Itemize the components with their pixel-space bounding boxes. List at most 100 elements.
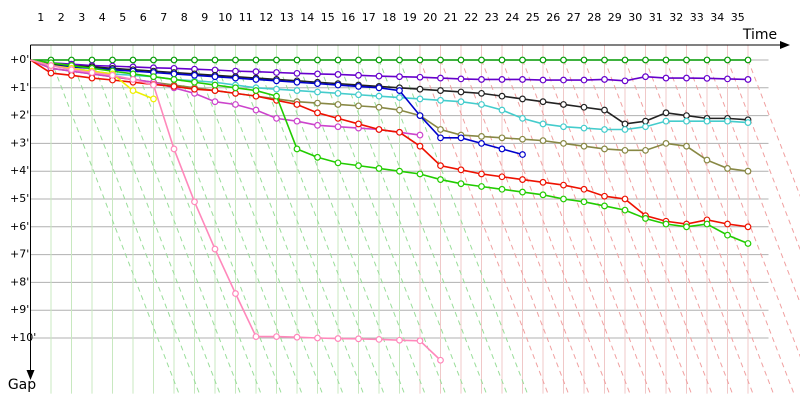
data-point: [703, 74, 711, 82]
data-point: [539, 76, 547, 84]
x-tick-label: 20: [423, 11, 437, 24]
series-line: [30, 59, 749, 82]
data-point: [293, 145, 301, 153]
data-point: [642, 56, 649, 64]
data-point: [580, 56, 588, 64]
data-point: [601, 202, 608, 210]
x-tick-label: 34: [710, 11, 724, 24]
data-point: [396, 87, 403, 94]
data-point: [683, 142, 690, 150]
data-point: [498, 56, 506, 64]
data-point: [293, 333, 301, 341]
x-tick-label: 10: [218, 11, 232, 24]
data-point: [170, 70, 178, 78]
data-point: [601, 56, 608, 64]
data-point: [457, 75, 465, 83]
y-tick-label: +2': [10, 109, 29, 122]
data-point: [375, 103, 383, 111]
data-point: [416, 170, 424, 178]
data-point: [252, 106, 260, 114]
data-point: [150, 73, 157, 81]
lap-line: [317, 59, 446, 394]
lap-line: [583, 59, 713, 394]
x-tick-label: 9: [201, 11, 208, 24]
data-point: [601, 192, 608, 200]
data-point: [47, 69, 55, 77]
x-tick-label: 1: [37, 11, 44, 24]
data-point: [129, 70, 137, 78]
y-axis-title: Gap: [8, 377, 36, 393]
data-point: [478, 183, 485, 190]
x-tick-label: 35: [731, 11, 745, 24]
data-point: [396, 73, 403, 81]
lap-line: [153, 59, 282, 394]
data-point: [211, 73, 219, 81]
data-point: [334, 114, 342, 122]
lap-line: [91, 59, 221, 394]
data-point: [703, 117, 711, 125]
data-point: [744, 56, 752, 64]
data-point: [109, 71, 116, 79]
lap-line: [645, 59, 774, 394]
data-point: [560, 123, 567, 131]
data-point: [519, 188, 526, 196]
data-point: [252, 56, 260, 64]
data-point: [560, 76, 567, 84]
data-point: [744, 223, 752, 231]
data-point: [314, 80, 321, 88]
data-point: [273, 85, 280, 93]
lap-line: [399, 59, 528, 394]
data-point: [437, 56, 444, 64]
data-point: [437, 162, 444, 170]
data-point: [580, 76, 588, 84]
lap-line: [378, 59, 508, 394]
data-point: [498, 134, 506, 142]
data-point: [580, 198, 588, 206]
data-point: [273, 92, 280, 100]
data-point: [232, 84, 239, 92]
data-point: [437, 87, 444, 94]
data-point: [334, 89, 342, 97]
data-point: [191, 198, 198, 206]
data-point: [560, 56, 567, 64]
data-point: [150, 56, 157, 64]
data-point: [334, 123, 342, 131]
data-point: [457, 180, 465, 188]
data-point: [416, 131, 424, 139]
data-point: [293, 101, 301, 108]
lap-line: [542, 59, 672, 394]
data-point: [109, 56, 116, 64]
data-point: [375, 56, 383, 64]
data-point: [150, 95, 157, 103]
data-point: [437, 126, 444, 133]
data-point: [519, 135, 526, 143]
x-tick-label: 16: [341, 11, 355, 24]
data-point: [293, 69, 301, 77]
data-point: [252, 68, 260, 76]
data-point: [375, 84, 383, 92]
data-point: [560, 139, 567, 147]
data-point: [724, 75, 731, 83]
x-tick-label: 24: [505, 11, 519, 24]
data-point: [478, 139, 485, 147]
x-tick-label: 32: [669, 11, 683, 24]
data-point: [683, 223, 690, 231]
lap-line: [255, 59, 385, 394]
data-point: [232, 101, 239, 108]
lap-line: [50, 59, 180, 394]
data-point: [478, 133, 485, 140]
data-point: [539, 178, 547, 186]
data-point: [293, 56, 301, 64]
x-tick-label: 13: [280, 11, 294, 24]
data-point: [211, 87, 219, 94]
data-point: [88, 74, 96, 82]
data-point: [293, 78, 301, 86]
data-point: [560, 181, 567, 189]
y-tick-label: +0': [10, 53, 29, 66]
data-point: [621, 195, 629, 203]
data-point: [580, 142, 588, 150]
data-point: [683, 117, 690, 125]
data-point: [355, 335, 362, 343]
data-point: [314, 153, 321, 161]
data-point: [498, 76, 506, 83]
